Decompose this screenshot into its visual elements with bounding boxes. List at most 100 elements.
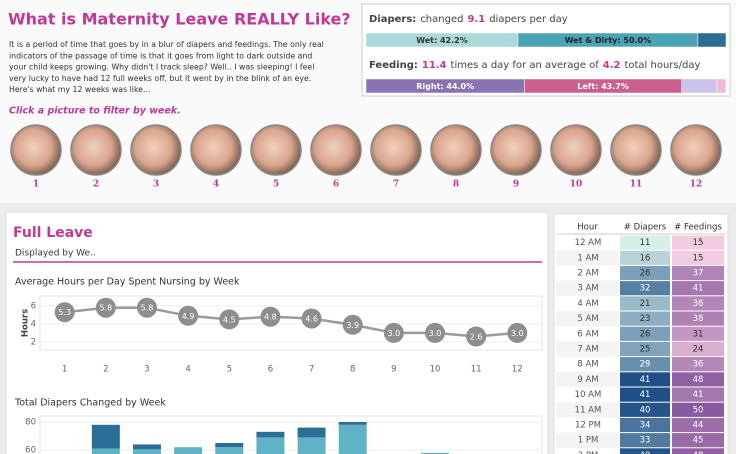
x-tick-label: 1 — [62, 365, 67, 375]
week-photo[interactable] — [310, 124, 362, 176]
week-photo[interactable] — [250, 124, 302, 176]
week-label: 2 — [93, 180, 99, 190]
week-photo[interactable] — [430, 124, 482, 176]
cell-value: 50 — [693, 405, 704, 415]
heat-cell — [620, 250, 670, 265]
hour-label: 1 AM — [577, 253, 598, 263]
week-photo[interactable] — [130, 124, 182, 176]
heat-cell — [620, 433, 670, 448]
diaper-bar — [256, 437, 285, 454]
week-photo[interactable] — [670, 124, 722, 176]
heat-cell — [620, 281, 670, 296]
cell-value: 15 — [693, 238, 704, 248]
week-photo[interactable] — [10, 124, 62, 176]
row-band — [556, 250, 619, 266]
point-label: 4.9 — [182, 312, 195, 321]
summary-text: Feeding: 11.4 times a day for an average o… — [369, 60, 700, 71]
heat-cell — [672, 296, 724, 311]
nursing-point — [466, 326, 487, 347]
nursing-point — [54, 302, 75, 323]
intro-line: It is a period of time that goes by in a… — [9, 40, 324, 49]
hour-label: 7 AM — [577, 345, 598, 355]
cell-value: 41 — [640, 390, 651, 400]
diaper-bar — [421, 452, 450, 454]
page-title: What is Maternity Leave REALLY Like? — [8, 10, 351, 29]
chart-title: Average Hours per Day Spent Nursing by W… — [15, 277, 240, 288]
heat-cell — [672, 433, 724, 448]
diaper-bar — [132, 449, 161, 454]
x-tick-label: 5 — [227, 365, 232, 375]
week-photo[interactable] — [610, 124, 662, 176]
row-band — [556, 432, 619, 448]
heat-cell — [672, 235, 724, 250]
nursing-point — [425, 322, 446, 343]
week-label: 4 — [213, 180, 219, 190]
segment-label: Wet: 42.2% — [416, 36, 468, 45]
week-photo[interactable] — [190, 124, 242, 176]
point-label: 4.8 — [264, 313, 277, 322]
cell-value: 37 — [693, 269, 704, 279]
nursing-point — [260, 306, 281, 327]
x-tick-label: 11 — [471, 365, 482, 375]
intro-line: very lucky to have had 12 full weeks off… — [9, 74, 311, 83]
cell-value: 25 — [640, 345, 651, 355]
heat-cell — [620, 357, 670, 372]
cell-value: 31 — [693, 329, 704, 339]
cell-value: 40 — [640, 451, 651, 454]
intro-line: indicators of the passage of time is tha… — [9, 51, 312, 60]
heat-cell — [620, 326, 670, 341]
plot-frame — [39, 415, 543, 454]
y-tick-label: 2 — [31, 337, 36, 347]
segment-label: Left: 43.7% — [577, 82, 629, 91]
summary-part: changed — [420, 14, 463, 25]
nursing-point — [95, 297, 116, 318]
point-label: 4.6 — [305, 315, 318, 324]
heat-cell — [620, 402, 670, 417]
y-tick-label: 60 — [25, 446, 36, 454]
week-photo[interactable] — [370, 124, 422, 176]
heat-cell — [620, 417, 670, 433]
cell-value: 16 — [640, 253, 651, 263]
point-label: 2.6 — [470, 333, 483, 342]
heat-cell — [620, 235, 670, 250]
heat-cell — [620, 387, 670, 402]
x-tick-label: 8 — [350, 365, 355, 375]
summary-text: Diapers: changed 9.1 diapers per day — [369, 14, 568, 25]
cell-value: 41 — [693, 284, 704, 294]
x-tick-label: 2 — [103, 365, 108, 375]
summary-part: 11.4 — [422, 60, 447, 71]
heat-cell — [672, 372, 724, 387]
heat-cell — [672, 357, 724, 372]
cell-value: 41 — [693, 390, 704, 400]
week-label: 3 — [153, 180, 159, 190]
diaper-bar — [215, 447, 244, 454]
week-label: 7 — [393, 180, 399, 190]
diaper-bar — [338, 422, 367, 425]
summary-part: diapers per day — [489, 14, 568, 25]
cell-value: 45 — [693, 436, 704, 446]
point-label: 5.3 — [58, 308, 71, 317]
diaper-bar — [215, 443, 244, 448]
cell-value: 32 — [640, 284, 651, 294]
week-photo[interactable] — [550, 124, 602, 176]
week-photo[interactable] — [70, 124, 122, 176]
week-photo[interactable] — [490, 124, 542, 176]
diaper-bar — [91, 424, 120, 449]
panel-title: Full Leave — [13, 225, 93, 241]
diaper-bar — [256, 431, 285, 438]
hour-label: 6 AM — [577, 329, 598, 339]
bars — [91, 422, 450, 454]
summary-part: 9.1 — [467, 14, 485, 25]
hour-label: 12 AM — [575, 238, 602, 248]
heat-cell — [620, 448, 670, 454]
row-band — [556, 402, 619, 418]
week-label: 9 — [513, 180, 519, 190]
week-label: 5 — [273, 180, 279, 190]
nursing-point — [383, 322, 404, 343]
row-band — [556, 341, 619, 357]
segment-label: Wet & Dirty: 50.0% — [565, 36, 651, 45]
hour-label: 1 PM — [578, 436, 599, 446]
week-label: 11 — [630, 180, 643, 190]
nursing-point — [301, 308, 322, 329]
